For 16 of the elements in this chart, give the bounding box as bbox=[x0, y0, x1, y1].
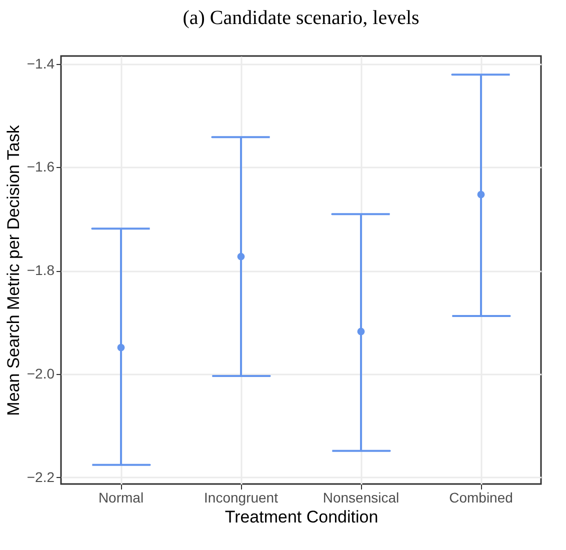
x-tick-label: Normal bbox=[98, 490, 144, 506]
y-tick-label: −2.0 bbox=[26, 365, 55, 382]
y-tick-label: −1.8 bbox=[26, 262, 55, 278]
y-tick-label: −1.4 bbox=[26, 55, 55, 72]
x-tick-label: Incongruent bbox=[204, 490, 278, 506]
point bbox=[477, 190, 485, 198]
point bbox=[117, 344, 125, 352]
point bbox=[357, 328, 365, 336]
y-axis-title: Mean Search Metric per Decision Task bbox=[4, 124, 23, 416]
y-tick-label: −2.2 bbox=[26, 468, 55, 485]
chart-title: (a) Candidate scenario, levels bbox=[182, 7, 420, 29]
point bbox=[237, 252, 245, 260]
x-tick-label: Nonsensical bbox=[322, 490, 400, 506]
x-axis-title: Treatment Condition bbox=[224, 508, 378, 526]
x-tick-label: Combined bbox=[449, 490, 513, 506]
y-tick-label: −1.6 bbox=[26, 158, 55, 175]
